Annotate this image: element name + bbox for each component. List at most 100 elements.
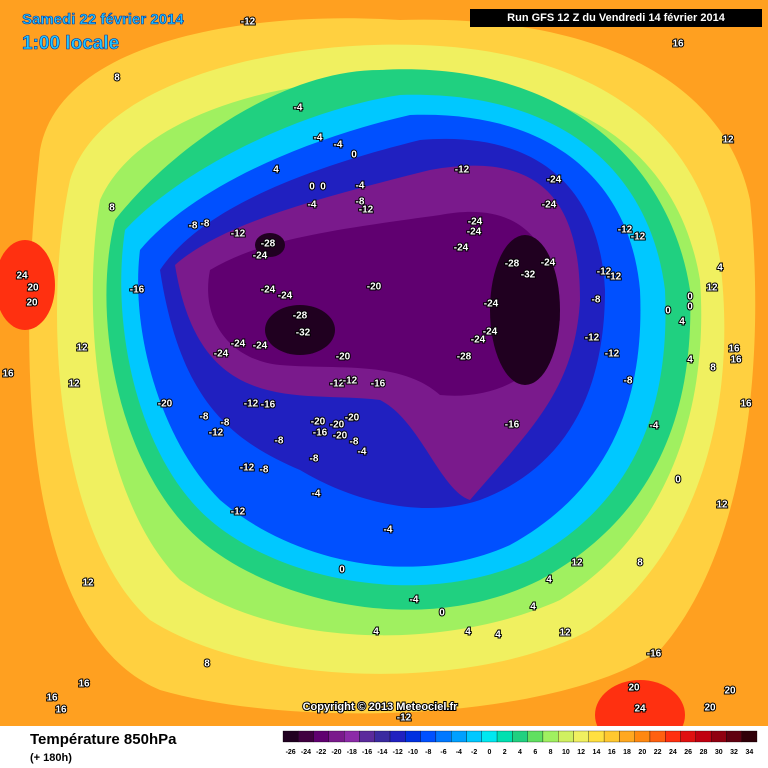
contour-label: -12 — [605, 349, 620, 360]
scale-label: 12 — [577, 749, 585, 756]
contour-label: 0 — [687, 292, 693, 303]
contour-label: -8 — [592, 295, 601, 306]
contour-label: 16 — [740, 399, 752, 410]
contour-label: -20 — [333, 431, 348, 442]
contour-label: -24 — [483, 327, 498, 338]
scale-label: 4 — [518, 749, 522, 756]
contour-label: 16 — [78, 679, 90, 690]
contour-label: 0 — [320, 182, 326, 193]
scale-label: -22 — [316, 749, 326, 756]
scale-swatch — [374, 730, 391, 743]
contour-label: -8 — [260, 465, 269, 476]
contour-label: -20 — [330, 420, 345, 431]
scale-swatch — [481, 730, 498, 743]
contour-label: -8 — [310, 454, 319, 465]
contour-label: -20 — [311, 417, 326, 428]
contour-label: -24 — [278, 291, 293, 302]
scale-swatch — [313, 730, 330, 743]
scale-swatch — [558, 730, 574, 743]
contour-label: 4 — [273, 165, 279, 176]
contour-label: -12 — [631, 232, 646, 243]
contour-label: 24 — [634, 704, 646, 715]
contour-label: -12 — [343, 376, 358, 387]
contour-label: -12 — [231, 229, 246, 240]
contour-label: -32 — [521, 270, 536, 281]
contour-label: 4 — [530, 602, 536, 613]
contour-label: -12 — [359, 205, 374, 216]
contour-label: 0 — [351, 150, 357, 161]
scale-label: 18 — [623, 749, 631, 756]
contour-label: -28 — [505, 259, 520, 270]
contour-label: -24 — [214, 349, 229, 360]
contour-label: -12 — [455, 165, 470, 176]
contour-label: -24 — [467, 227, 482, 238]
contour-label: -12 — [231, 507, 246, 518]
contour-label: -12 — [244, 399, 259, 410]
contour-label: -20 — [336, 352, 351, 363]
contour-label: 4 — [687, 355, 693, 366]
contour-label: -4 — [312, 489, 321, 500]
contour-label: -24 — [542, 200, 557, 211]
contour-label: -24 — [484, 299, 499, 310]
contour-label: -16 — [647, 649, 662, 660]
contour-label: -28 — [261, 239, 276, 250]
contour-label: 12 — [716, 500, 728, 511]
contour-label: 16 — [730, 355, 742, 366]
contour-label: -24 — [253, 251, 268, 262]
contour-label: 4 — [373, 627, 379, 638]
contour-label: 0 — [439, 608, 445, 619]
contour-label: 4 — [679, 317, 685, 328]
contour-label: 12 — [82, 578, 94, 589]
contour-label: -24 — [454, 243, 469, 254]
contour-label: -16 — [261, 400, 276, 411]
contour-label: 0 — [687, 302, 693, 313]
scale-label: -18 — [347, 749, 357, 756]
contour-label: -12 — [240, 463, 255, 474]
scale-swatch — [634, 730, 651, 743]
contour-label: 0 — [665, 306, 671, 317]
contour-label: -12 — [241, 17, 256, 28]
contour-label: 20 — [704, 703, 716, 714]
contour-label: -12 — [618, 225, 633, 236]
contour-label: 8 — [637, 558, 643, 569]
contour-label: -4 — [650, 421, 659, 432]
contour-label: -8 — [356, 197, 365, 208]
scale-swatch — [710, 730, 727, 743]
contour-label: 20 — [26, 298, 38, 309]
scale-label: -2 — [471, 749, 477, 756]
contour-label: 16 — [728, 344, 740, 355]
contour-label: -4 — [308, 200, 317, 211]
map-time: 1:00 locale — [22, 33, 119, 54]
contour-label: 4 — [717, 263, 723, 274]
contour-label: -24 — [253, 341, 268, 352]
scale-label: 20 — [638, 749, 646, 756]
contour-label: -24 — [541, 258, 556, 269]
contour-label: 20 — [27, 283, 39, 294]
contour-label: 12 — [706, 283, 718, 294]
contour-label: -8 — [275, 436, 284, 447]
scale-label: 30 — [715, 749, 723, 756]
contour-label: 4 — [495, 630, 501, 641]
contour-label: -8 — [189, 221, 198, 232]
scale-swatch — [573, 730, 589, 743]
scale-swatch — [435, 730, 452, 743]
scale-swatch — [527, 730, 544, 743]
scale-swatch — [726, 730, 742, 743]
contour-label: -16 — [130, 285, 145, 296]
scale-label: 16 — [608, 749, 616, 756]
contour-label: 20 — [724, 686, 736, 697]
contour-label: 4 — [465, 627, 471, 638]
scale-swatch — [588, 730, 605, 743]
scale-label: 22 — [654, 749, 662, 756]
contour-label: -4 — [358, 447, 367, 458]
color-scale: -26 -24 -22 -20 -18 -16 -14 -12 -10 -8 -6 -4 -2 0 2 4 6 8… — [282, 730, 758, 756]
map-background — [0, 0, 768, 750]
scale-swatch — [695, 730, 712, 743]
scale-label: 6 — [533, 749, 537, 756]
contour-label: -16 — [371, 379, 386, 390]
contour-label: 20 — [628, 683, 640, 694]
contour-label: -8 — [200, 412, 209, 423]
contour-label: -12 — [607, 272, 622, 283]
scale-swatch — [741, 730, 758, 743]
